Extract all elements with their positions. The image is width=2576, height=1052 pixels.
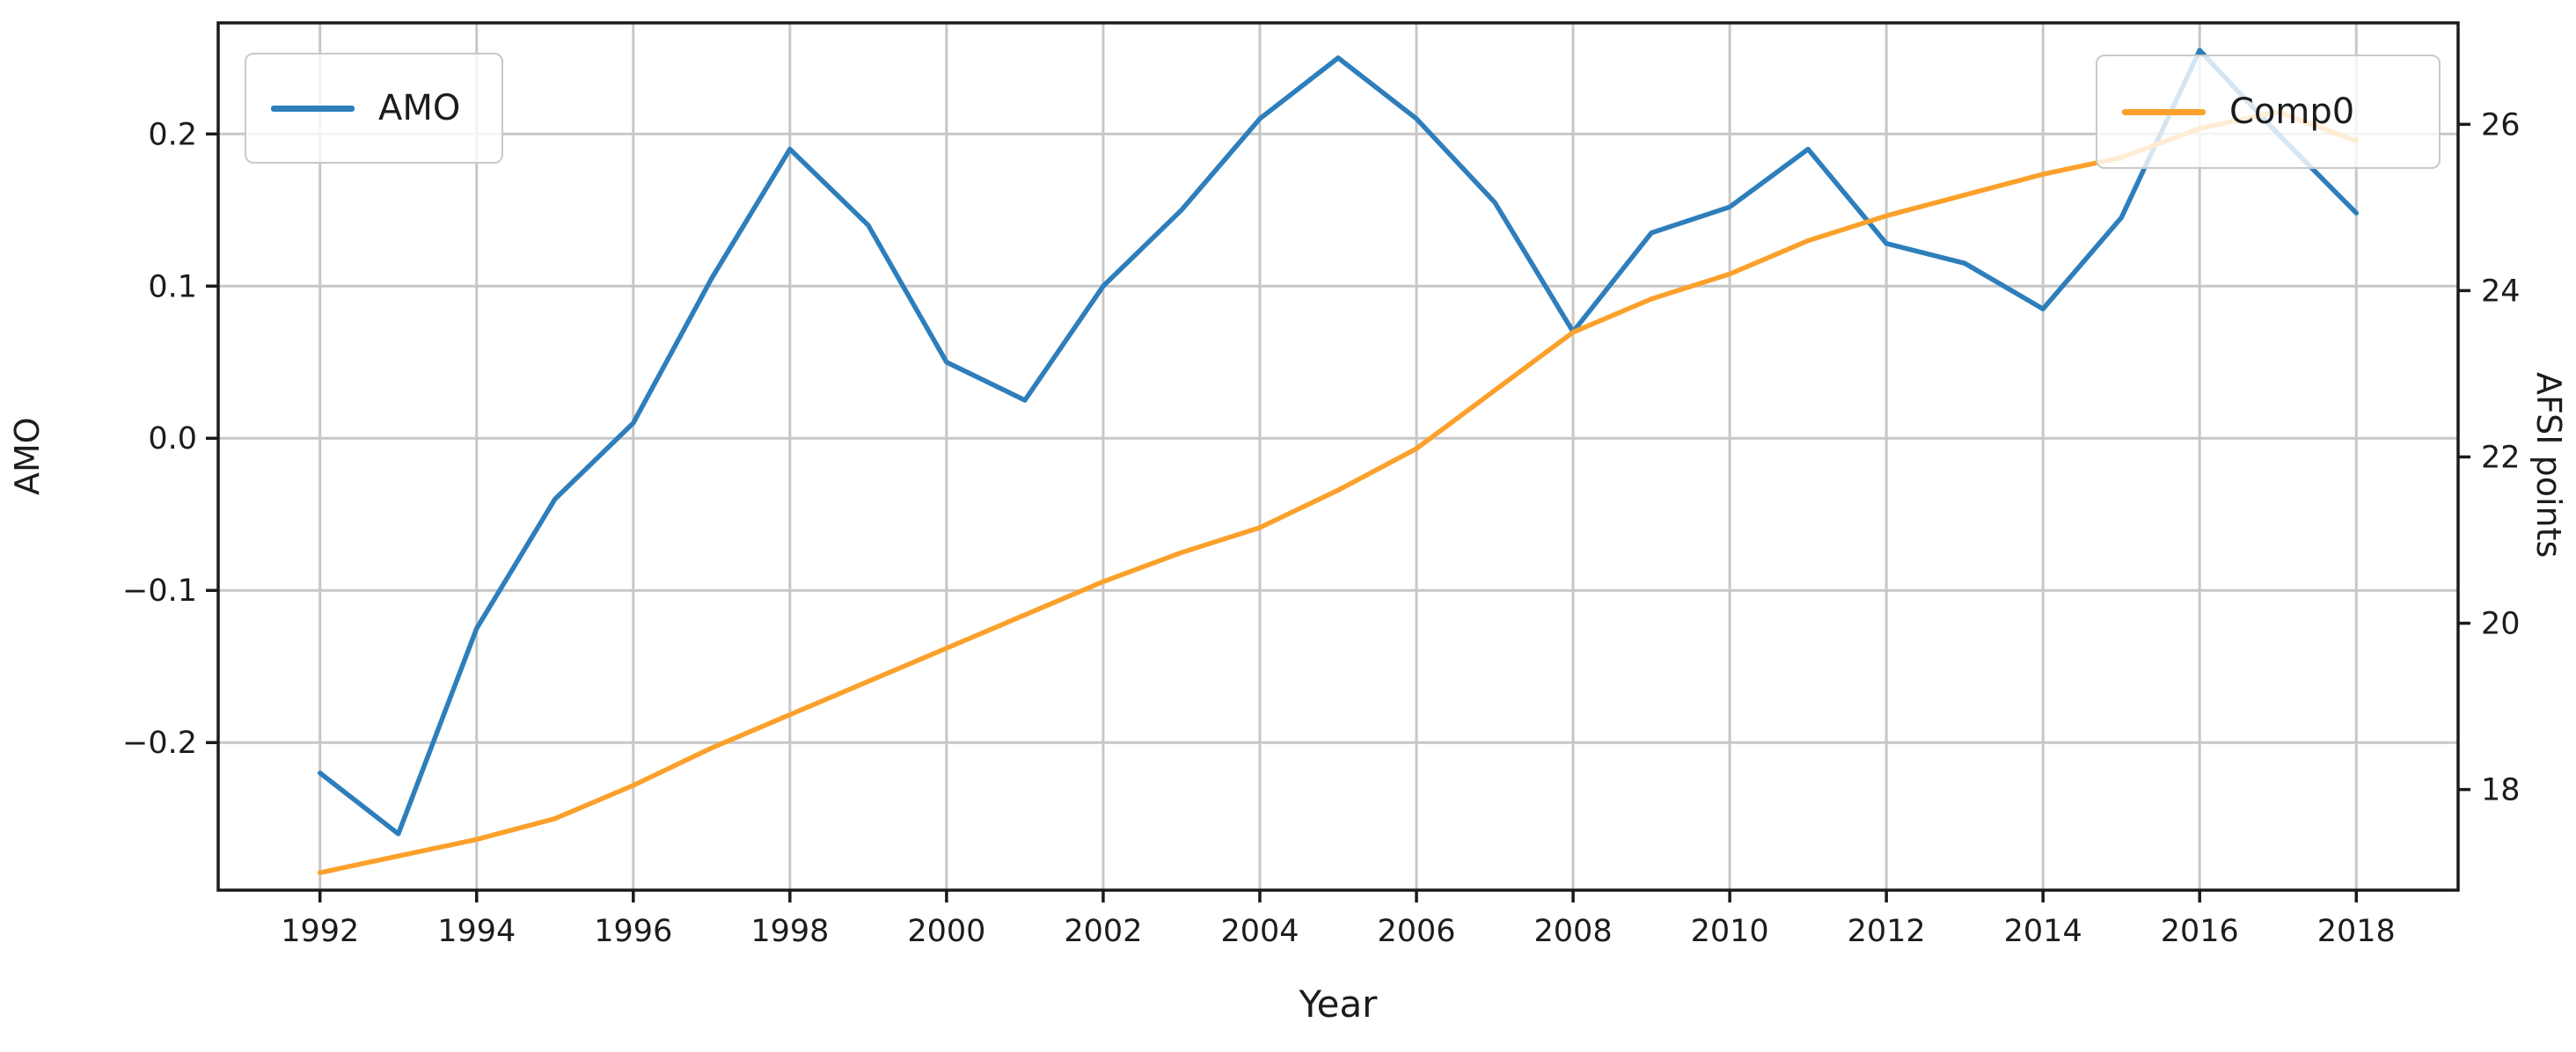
right-y-tick-label: 18	[2481, 773, 2521, 808]
x-tick-label: 2010	[1691, 914, 1769, 949]
left-y-tick-label: 0.2	[148, 117, 197, 152]
x-tick-label: 2008	[1534, 914, 1613, 949]
left-y-tick-label: 0.0	[148, 421, 197, 457]
x-tick-label: 2016	[2161, 914, 2239, 949]
right-y-tick-label: 26	[2481, 107, 2521, 142]
legend-comp0-label: Comp0	[2229, 91, 2355, 132]
left-y-tick-label: −0.1	[122, 573, 197, 609]
x-tick-label: 2012	[1848, 914, 1926, 949]
x-tick-label: 1998	[750, 914, 829, 949]
right-y-tick-label: 22	[2481, 440, 2521, 475]
right-y-tick-label: 20	[2481, 607, 2521, 642]
x-tick-label: 2002	[1064, 914, 1142, 949]
left-y-tick-label: 0.1	[148, 269, 197, 304]
x-axis-label: Year	[1299, 983, 1378, 1026]
amo-line-swatch	[271, 105, 355, 112]
right-y-tick-label: 24	[2481, 274, 2521, 309]
x-tick-label: 1994	[437, 914, 516, 949]
x-tick-label: 2014	[2004, 914, 2082, 949]
comp0-line-swatch	[2122, 108, 2206, 115]
x-tick-label: 2004	[1220, 914, 1299, 949]
comp0-line	[317, 109, 2360, 875]
x-tick-label: 2018	[2317, 914, 2396, 949]
legend-amo: AMO	[245, 53, 503, 164]
x-tick-label: 2000	[907, 914, 985, 949]
x-tick-label: 1992	[281, 914, 359, 949]
legend-amo-label: AMO	[378, 88, 461, 128]
amo-line	[317, 47, 2360, 836]
legend-comp0: Comp0	[2096, 55, 2441, 169]
x-tick-label: 1996	[594, 914, 672, 949]
right-y-axis-label: AFSI points	[2529, 372, 2568, 559]
x-tick-label: 2006	[1377, 914, 1455, 949]
left-y-tick-label: −0.2	[122, 726, 197, 761]
left-y-axis-label: AMO	[8, 417, 47, 496]
